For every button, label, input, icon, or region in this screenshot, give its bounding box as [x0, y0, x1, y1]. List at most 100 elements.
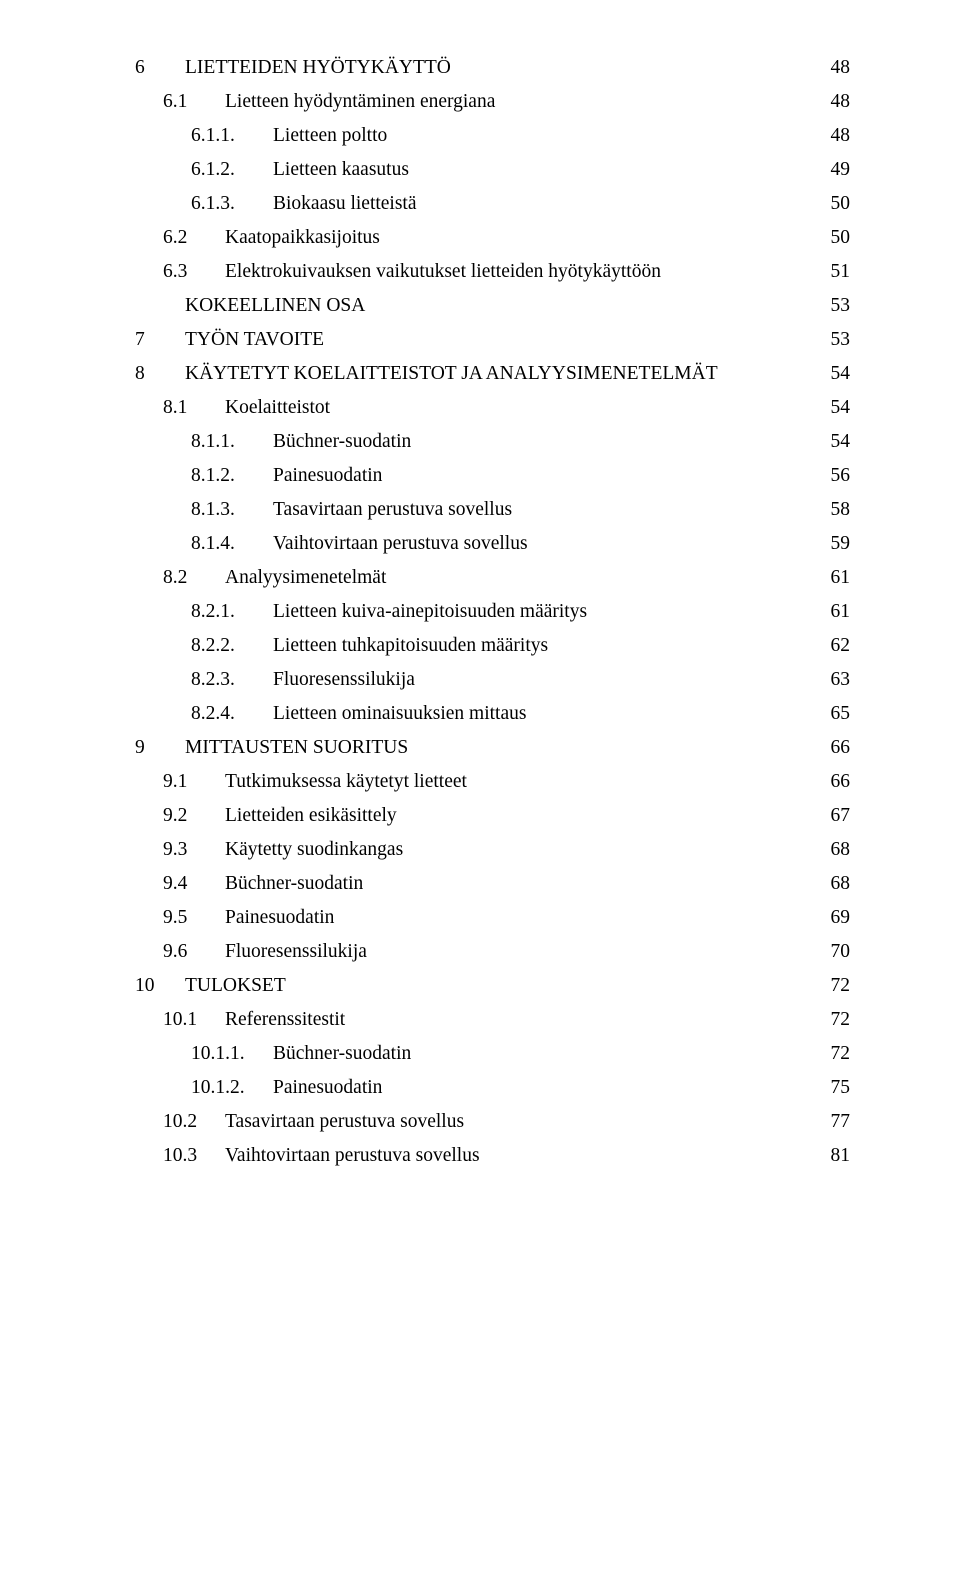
toc-entry-title: MITTAUSTEN SUORITUS: [185, 738, 408, 758]
toc-entry: 8.1.1.Büchner-suodatin54: [135, 432, 850, 452]
toc-entry-title: Lietteen kaasutus: [273, 160, 409, 180]
toc-entry-title: Elektrokuivauksen vaikutukset lietteiden…: [225, 262, 661, 282]
toc-entry-number: 6.1.3.: [191, 194, 273, 214]
toc-entry: 6.3Elektrokuivauksen vaikutukset liettei…: [135, 262, 850, 282]
toc-entry-number: 8: [135, 364, 185, 384]
toc-entry-title: Lietteen tuhkapitoisuuden määritys: [273, 636, 548, 656]
toc-entry: 8.1.2.Painesuodatin56: [135, 466, 850, 486]
toc-entry-number: 10.1.1.: [191, 1044, 273, 1064]
toc-entry-number: 10.3: [163, 1146, 225, 1166]
toc-entry-title: Tasavirtaan perustuva sovellus: [273, 500, 512, 520]
toc-entry-page: 49: [827, 160, 851, 180]
toc-entry: 10.1Referenssitestit 72: [135, 1010, 850, 1030]
toc-entry-title: Lietteiden esikäsittely: [225, 806, 397, 826]
toc-entry-page: 66: [827, 738, 851, 758]
toc-entry-page: 48: [827, 126, 851, 146]
toc-entry: KOKEELLINEN OSA 53: [135, 296, 850, 316]
toc-entry-page: 75: [827, 1078, 851, 1098]
toc-entry-title: Vaihtovirtaan perustuva sovellus: [273, 534, 528, 554]
toc-entry-title: Büchner-suodatin: [225, 874, 363, 894]
toc-entry: 10.1.2.Painesuodatin 75: [135, 1078, 850, 1098]
toc-entry: 6.1.2.Lietteen kaasutus 49: [135, 160, 850, 180]
toc-entry-page: 69: [827, 908, 851, 928]
toc-entry: 6.1.3.Biokaasu lietteistä50: [135, 194, 850, 214]
toc-entry-number: 8.2: [163, 568, 225, 588]
toc-entry-page: 67: [827, 806, 851, 826]
toc-entry-page: 59: [827, 534, 851, 554]
toc-entry: 9.5Painesuodatin 69: [135, 908, 850, 928]
toc-entry-title: Tutkimuksessa käytetyt lietteet: [225, 772, 467, 792]
toc-entry-page: 54: [827, 364, 851, 384]
toc-entry-page: 61: [827, 602, 851, 622]
toc-entry: 10.1.1.Büchner-suodatin 72: [135, 1044, 850, 1064]
toc-entry: 6.1.1.Lietteen poltto 48: [135, 126, 850, 146]
toc-entry-number: 10: [135, 976, 185, 996]
toc-entry-page: 62: [827, 636, 851, 656]
toc-entry: 8.2.2.Lietteen tuhkapitoisuuden määritys…: [135, 636, 850, 656]
toc-entry-title: KOKEELLINEN OSA: [185, 296, 365, 316]
toc-entry-number: 8.1.2.: [191, 466, 273, 486]
toc-entry-title: Fluoresenssilukija: [225, 942, 367, 962]
toc-entry-number: 10.1.2.: [191, 1078, 273, 1098]
toc-entry-number: 6: [135, 58, 185, 78]
toc-entry-number: 8.1: [163, 398, 225, 418]
toc-entry-number: 6.2: [163, 228, 225, 248]
toc-entry-number: 7: [135, 330, 185, 350]
toc-entry-title: Lietteen hyödyntäminen energiana: [225, 92, 495, 112]
toc-entry-number: 6.1: [163, 92, 225, 112]
toc-entry-page: 72: [827, 976, 851, 996]
table-of-contents: 6LIETTEIDEN HYÖTYKÄYTTÖ486.1Lietteen hyö…: [135, 58, 850, 1166]
toc-entry: 9.4Büchner-suodatin68: [135, 874, 850, 894]
toc-entry-title: Painesuodatin: [273, 1078, 382, 1098]
toc-entry-title: Lietteen poltto: [273, 126, 387, 146]
toc-entry-number: 9.1: [163, 772, 225, 792]
toc-entry-page: 54: [827, 432, 851, 452]
toc-entry-page: 70: [827, 942, 851, 962]
toc-entry-title: Painesuodatin: [225, 908, 334, 928]
toc-entry: 9.3Käytetty suodinkangas 68: [135, 840, 850, 860]
toc-entry-page: 50: [827, 228, 851, 248]
toc-entry: 6LIETTEIDEN HYÖTYKÄYTTÖ48: [135, 58, 850, 78]
toc-entry-number: 8.1.4.: [191, 534, 273, 554]
toc-entry-page: 56: [827, 466, 851, 486]
toc-entry: 8KÄYTETYT KOELAITTEISTOT JA ANALYYSIMENE…: [135, 364, 850, 384]
toc-entry: 6.1Lietteen hyödyntäminen energiana 48: [135, 92, 850, 112]
toc-entry-number: 8.2.4.: [191, 704, 273, 724]
toc-entry: 9.1Tutkimuksessa käytetyt lietteet 66: [135, 772, 850, 792]
toc-entry-page: 66: [827, 772, 851, 792]
toc-entry: 8.1.4.Vaihtovirtaan perustuva sovellus 59: [135, 534, 850, 554]
toc-entry-number: 10.2: [163, 1112, 225, 1132]
toc-entry-page: 77: [827, 1112, 851, 1132]
toc-entry-page: 72: [827, 1044, 851, 1064]
toc-entry-number: 9.5: [163, 908, 225, 928]
toc-entry: 10.2Tasavirtaan perustuva sovellus77: [135, 1112, 850, 1132]
toc-entry-title: Referenssitestit: [225, 1010, 345, 1030]
toc-entry-number: 6.1.1.: [191, 126, 273, 146]
toc-entry-page: 63: [827, 670, 851, 690]
toc-entry-number: 10.1: [163, 1010, 225, 1030]
toc-entry-title: Büchner-suodatin: [273, 1044, 411, 1064]
toc-entry: 10.3Vaihtovirtaan perustuva sovellus 81: [135, 1146, 850, 1166]
toc-entry-page: 81: [827, 1146, 851, 1166]
toc-entry-title: Vaihtovirtaan perustuva sovellus: [225, 1146, 480, 1166]
toc-entry-number: 8.2.1.: [191, 602, 273, 622]
toc-entry-page: 54: [827, 398, 851, 418]
toc-entry-page: 53: [827, 330, 851, 350]
toc-entry: 8.1.3.Tasavirtaan perustuva sovellus58: [135, 500, 850, 520]
toc-entry-page: 68: [827, 874, 851, 894]
toc-entry-page: 68: [827, 840, 851, 860]
toc-entry-page: 72: [827, 1010, 851, 1030]
toc-entry-page: 53: [827, 296, 851, 316]
toc-entry-title: Käytetty suodinkangas: [225, 840, 403, 860]
toc-entry-number: 9.3: [163, 840, 225, 860]
toc-entry-number: 6.1.2.: [191, 160, 273, 180]
toc-entry-number: 8.2.2.: [191, 636, 273, 656]
toc-entry-page: 50: [827, 194, 851, 214]
toc-entry: 7TYÖN TAVOITE53: [135, 330, 850, 350]
toc-entry-number: 9.6: [163, 942, 225, 962]
toc-entry-page: 48: [827, 92, 851, 112]
toc-entry-page: 65: [827, 704, 851, 724]
toc-entry: 8.1Koelaitteistot54: [135, 398, 850, 418]
toc-entry: 9.2Lietteiden esikäsittely67: [135, 806, 850, 826]
toc-entry-title: LIETTEIDEN HYÖTYKÄYTTÖ: [185, 58, 451, 78]
